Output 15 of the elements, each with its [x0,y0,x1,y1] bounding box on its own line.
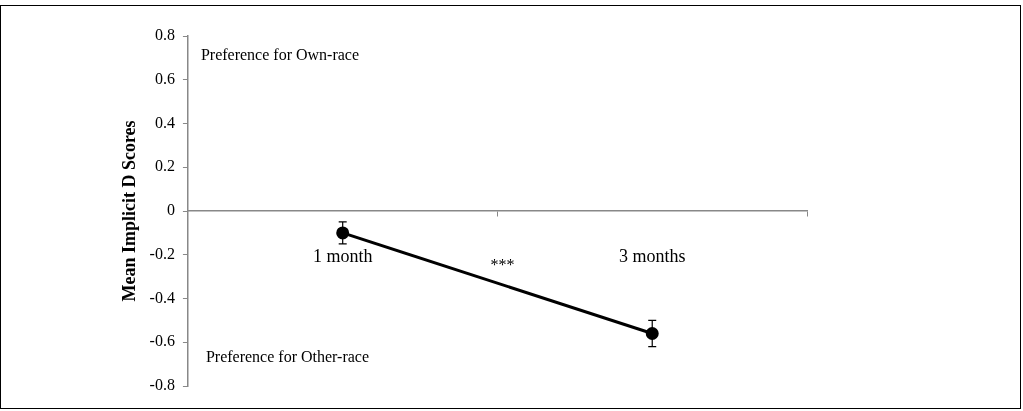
y-tick-label: -0.2 [149,244,175,262]
y-tick-label: 0.2 [154,157,175,175]
y-tick-label: -0.8 [149,376,175,394]
y-tick-label: 0 [166,201,175,219]
x-tick-label: 1 month [312,245,373,266]
y-axis-title: Mean Implicit D Scores [119,120,140,302]
y-tick-label: 0.4 [154,113,175,131]
annotation: Preference for Own-race [200,46,360,64]
y-tick-label: -0.6 [149,332,175,350]
y-tick-label: 0.8 [154,26,175,44]
x-tick-label: 3 months [618,245,686,266]
y-tick-label: -0.4 [149,288,175,306]
annotation: Preference for Other-race [205,348,370,366]
y-tick-label: 0.6 [154,69,175,87]
annotation: *** [490,255,515,273]
